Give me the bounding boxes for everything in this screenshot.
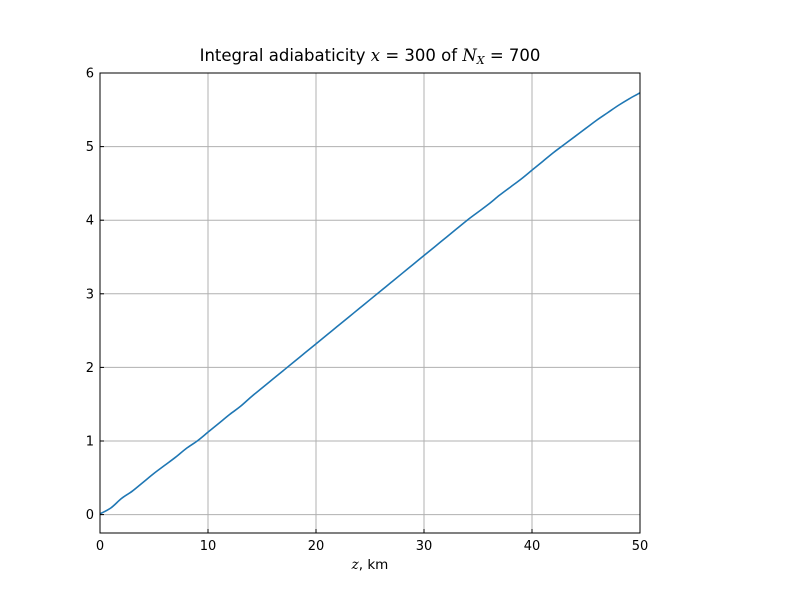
x-axis-label-unit: , km [358,557,389,573]
title-n-subscript: X [476,54,485,67]
title-n-symbol: N [462,46,477,65]
series-line [99,92,641,515]
x-axis-label-symbol: z [351,557,359,573]
y-tick-label: 0 [86,508,94,523]
grid [99,72,641,533]
x-axis: 0 10 20 30 40 50 [96,529,648,554]
x-tick-label: 40 [524,539,541,554]
x-tick-label: 0 [96,539,104,554]
title-x-symbol: x [370,46,381,65]
y-tick-label: 1 [86,435,94,450]
y-tick-label: 5 [86,140,94,155]
title-prefix: Integral adiabaticity [199,46,371,65]
x-tick-label: 30 [416,539,433,554]
series-layer [99,92,641,515]
y-tick-label: 3 [86,287,94,302]
y-tick-label: 4 [86,214,94,229]
chart-title: Integral adiabaticity x = 300 of NX = 70… [100,46,640,67]
y-tick-label: 6 [86,67,94,82]
x-tick-label: 50 [632,539,649,554]
title-n-equals: = 700 [484,46,541,65]
x-tick-label: 20 [308,539,325,554]
x-axis-label: z, km [100,557,640,573]
title-x-equals: = 300 of [380,46,463,65]
axes-frame [99,72,641,534]
y-tick-label: 2 [86,361,94,376]
y-axis: 0 1 2 3 4 5 6 [86,67,104,523]
x-tick-label: 10 [200,539,217,554]
